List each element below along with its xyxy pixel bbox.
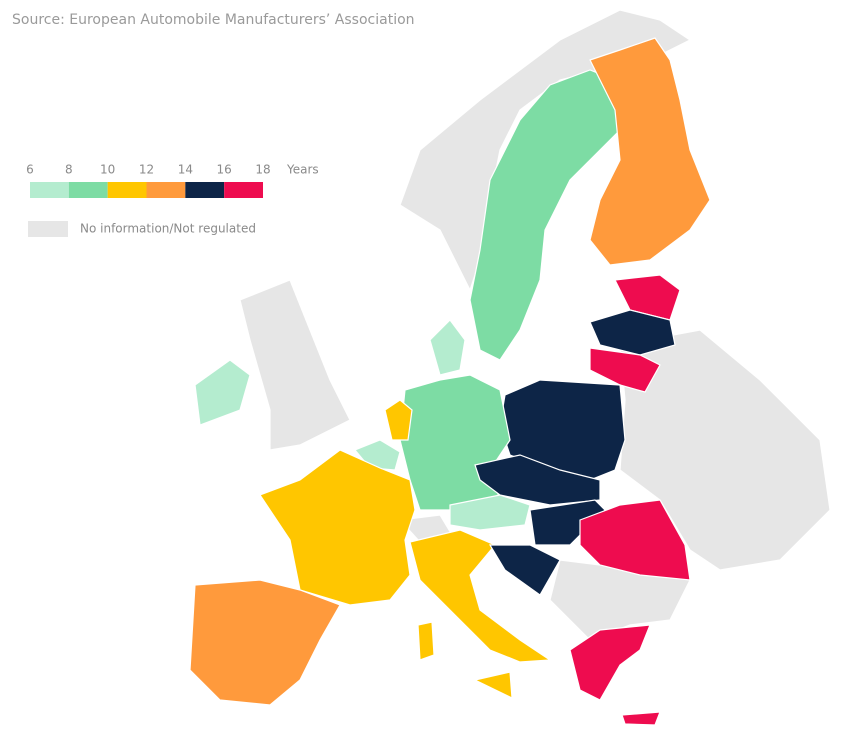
legend-swatch bbox=[224, 182, 263, 198]
source-note: Source: European Automobile Manufacturer… bbox=[12, 12, 415, 28]
country bbox=[614, 274, 681, 321]
legend-swatch bbox=[146, 182, 186, 198]
country bbox=[619, 329, 831, 571]
legend-tick-label: 18 bbox=[255, 163, 270, 177]
legend-tick-label: 10 bbox=[100, 163, 115, 177]
country bbox=[417, 621, 435, 661]
country bbox=[569, 624, 651, 701]
country bbox=[621, 711, 661, 726]
country bbox=[194, 359, 251, 426]
legend-tick-label: 16 bbox=[217, 163, 232, 177]
country bbox=[589, 309, 676, 356]
no-data-swatch bbox=[28, 221, 68, 237]
country bbox=[409, 529, 552, 663]
country bbox=[488, 544, 561, 596]
legend: 6 8 10 12 14 16 18 Years No information/Not regu… bbox=[26, 163, 319, 237]
legend-swatch bbox=[185, 182, 225, 198]
legend-tick-label: 8 bbox=[65, 163, 73, 177]
country bbox=[189, 579, 341, 706]
country bbox=[239, 279, 351, 451]
country bbox=[589, 37, 711, 266]
country bbox=[473, 671, 513, 699]
legend-tick-label: 12 bbox=[139, 163, 154, 177]
country bbox=[429, 319, 466, 376]
legend-swatch bbox=[68, 182, 108, 198]
no-data-label: No information/Not regulated bbox=[80, 222, 256, 236]
country bbox=[579, 499, 691, 581]
country bbox=[474, 454, 601, 506]
legend-unit: Years bbox=[286, 163, 319, 177]
legend-swatch bbox=[107, 182, 147, 198]
country bbox=[589, 347, 661, 393]
country bbox=[259, 449, 416, 606]
map bbox=[189, 9, 831, 726]
legend-swatch bbox=[30, 182, 69, 198]
legend-tick-label: 14 bbox=[178, 163, 193, 177]
legend-tick-label: 6 bbox=[26, 163, 34, 177]
country bbox=[469, 69, 621, 361]
country bbox=[384, 399, 413, 441]
